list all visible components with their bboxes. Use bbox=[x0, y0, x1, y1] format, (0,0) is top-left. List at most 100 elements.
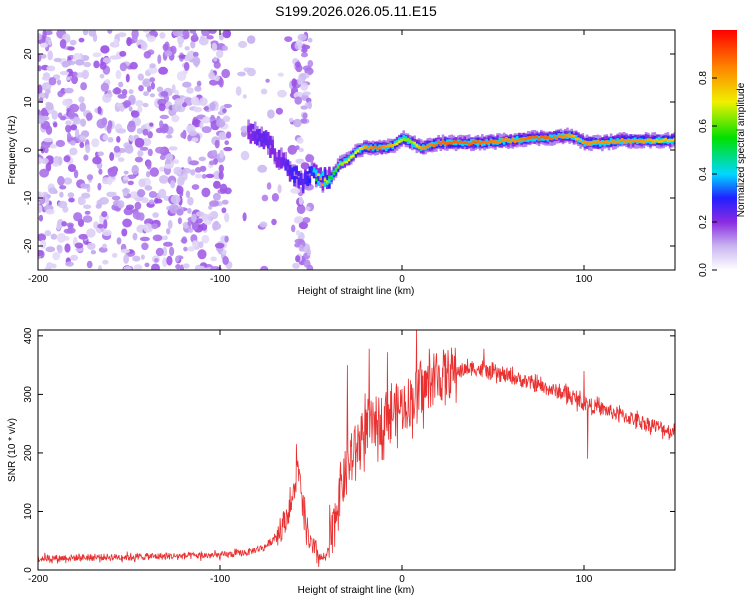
spectrogram-ridge-cell bbox=[598, 141, 602, 147]
spectrogram-ridge-cell bbox=[649, 138, 652, 142]
spectrogram-ridge-cell bbox=[304, 171, 307, 179]
spectrogram-noise-cell bbox=[142, 78, 151, 88]
spectrogram-noise-cell bbox=[224, 235, 229, 243]
spectrogram-noise-cell bbox=[209, 200, 219, 207]
spectrogram-ridge-cell bbox=[360, 147, 364, 150]
spectrogram-noise-cell bbox=[190, 96, 200, 106]
spectrogram-ridge-cell bbox=[269, 141, 272, 144]
spectrogram-noise-cell bbox=[260, 265, 269, 270]
spectrogram-noise-cell bbox=[159, 166, 165, 172]
spectrogram-noise-cell bbox=[210, 114, 215, 120]
spectrogram-noise-cell bbox=[194, 85, 202, 92]
spectrogram-noise-cell bbox=[48, 77, 57, 86]
spectrogram-noise-cell bbox=[65, 124, 72, 133]
spectrogram-noise-cell bbox=[277, 89, 287, 98]
spectrogram-noise-cell bbox=[176, 71, 187, 82]
spectrogram-ridge-cell bbox=[358, 147, 362, 153]
spectrogram-noise-cell bbox=[107, 137, 114, 143]
spectrogram-noise-cell bbox=[92, 156, 102, 165]
spectrogram-noise-cell bbox=[218, 164, 224, 173]
spectrogram-noise-cell bbox=[144, 185, 153, 191]
snr-panel: -200 -100 0 100 0 100 200 300 400 Height of str… bbox=[7, 327, 676, 596]
spectrogram-noise-cell bbox=[45, 246, 56, 253]
spectrogram-noise-cell bbox=[97, 151, 104, 156]
spectrogram-noise-cell bbox=[298, 244, 304, 252]
spectrogram-noise-cell bbox=[191, 119, 202, 128]
spectrogram-noise-cell bbox=[300, 118, 308, 124]
spectrogram-noise-cell bbox=[284, 36, 293, 42]
spectrogram-noise-cell bbox=[186, 87, 194, 94]
spectrogram-noise-cell bbox=[265, 78, 270, 83]
spectrogram-x-tick-label: -200 bbox=[28, 274, 48, 285]
spectrogram-noise-cell bbox=[257, 164, 268, 173]
spectrogram-noise-cell bbox=[43, 137, 54, 143]
spectrogram-ridge-cell bbox=[612, 139, 615, 143]
spectrogram-noise-cell bbox=[170, 194, 181, 204]
spectrogram-noise-cell bbox=[155, 247, 164, 257]
spectrogram-ridge-cell bbox=[585, 141, 589, 145]
spectrogram-noise-cell bbox=[192, 56, 201, 67]
spectrogram-ridge-cell bbox=[603, 141, 606, 147]
spectrogram-ridge-cell bbox=[319, 167, 322, 178]
spectrogram-ridge-cell bbox=[343, 158, 346, 164]
spectrogram-ridge-cell bbox=[660, 139, 663, 143]
spectrogram-ridge-cell bbox=[258, 134, 261, 142]
spectrogram-noise-cell bbox=[146, 160, 152, 170]
spectrogram-noise-cell bbox=[57, 175, 65, 186]
spectrogram-ridge-cell bbox=[446, 139, 449, 145]
spectrogram-noise-cell bbox=[119, 62, 128, 72]
spectrogram-ridge-cell bbox=[264, 133, 268, 137]
spectrogram-ridge-cell bbox=[264, 140, 268, 146]
spectrogram-noise-cell bbox=[162, 43, 169, 52]
spectrogram-ridge-cell bbox=[470, 142, 473, 146]
spectrogram-noise-cell bbox=[198, 241, 204, 249]
spectrogram-ridge-cell bbox=[354, 151, 357, 154]
spectrogram-ridge-cell bbox=[317, 173, 320, 177]
spectrogram-ridge-cell bbox=[339, 162, 342, 166]
colorbar-label: Normalized spectral amplitude bbox=[736, 82, 747, 217]
spectrogram-noise-cell bbox=[247, 35, 256, 44]
spectrogram-noise-cell bbox=[66, 227, 76, 234]
spectrogram-noise-cell bbox=[129, 61, 138, 70]
spectrogram-ridge-cell bbox=[301, 178, 305, 186]
spectrogram-noise-cell bbox=[139, 236, 150, 242]
spectrogram-noise-cell bbox=[159, 120, 164, 128]
spectrogram-ridge-cell bbox=[365, 145, 368, 149]
spectrogram-ridge-cell bbox=[588, 142, 591, 145]
spectrogram-noise-cell bbox=[78, 233, 88, 240]
spectrogram-noise-cell bbox=[291, 224, 296, 233]
spectrogram-noise-cell bbox=[73, 169, 79, 179]
spectrogram-noise-cell bbox=[56, 79, 62, 86]
spectrogram-y-tick-label: 20 bbox=[23, 48, 34, 60]
spectrogram-noise-cell bbox=[49, 144, 58, 149]
snr-series-line bbox=[38, 330, 675, 568]
spectrogram-noise-cell bbox=[131, 164, 139, 175]
spectrogram-noise-cell bbox=[67, 164, 77, 172]
spectrogram-noise-cell bbox=[41, 157, 49, 164]
spectrogram-noise-cell bbox=[157, 54, 162, 64]
spectrogram-noise-cell bbox=[202, 116, 211, 124]
spectrogram-noise-cell bbox=[222, 256, 229, 265]
spectrogram-ridge-cell bbox=[422, 144, 425, 150]
spectrogram-ridge-cell bbox=[531, 135, 534, 139]
spectrogram-noise-cell bbox=[266, 182, 272, 190]
spectrogram-noise-cell bbox=[192, 32, 198, 39]
spectrogram-ridge-cell bbox=[544, 136, 547, 139]
spectrogram-noise-cell bbox=[293, 118, 302, 128]
spectrogram-ridge-cell bbox=[481, 140, 484, 144]
spectrogram-ridge-cell bbox=[557, 134, 560, 138]
spectrogram-noise-cell bbox=[205, 173, 215, 179]
spectrogram-ridge-cell bbox=[487, 140, 491, 144]
colorbar: 0.0 0.2 0.4 0.6 0.8 Normalized spectral ampl… bbox=[698, 30, 747, 277]
spectrogram-noise-cell bbox=[38, 84, 43, 95]
spectrogram-noise-cell bbox=[190, 169, 196, 176]
spectrogram-ridge-cell bbox=[280, 147, 283, 162]
spectrogram-ridge-cell bbox=[312, 169, 316, 173]
spectrogram-ridge-layer bbox=[247, 119, 675, 194]
spectrogram-ridge-cell bbox=[398, 137, 401, 143]
spectrogram-ridge-cell bbox=[249, 133, 253, 144]
spectrogram-noise-cell bbox=[305, 206, 311, 211]
spectrogram-noise-cell bbox=[56, 233, 66, 243]
spectrogram-noise-cell bbox=[297, 33, 307, 41]
